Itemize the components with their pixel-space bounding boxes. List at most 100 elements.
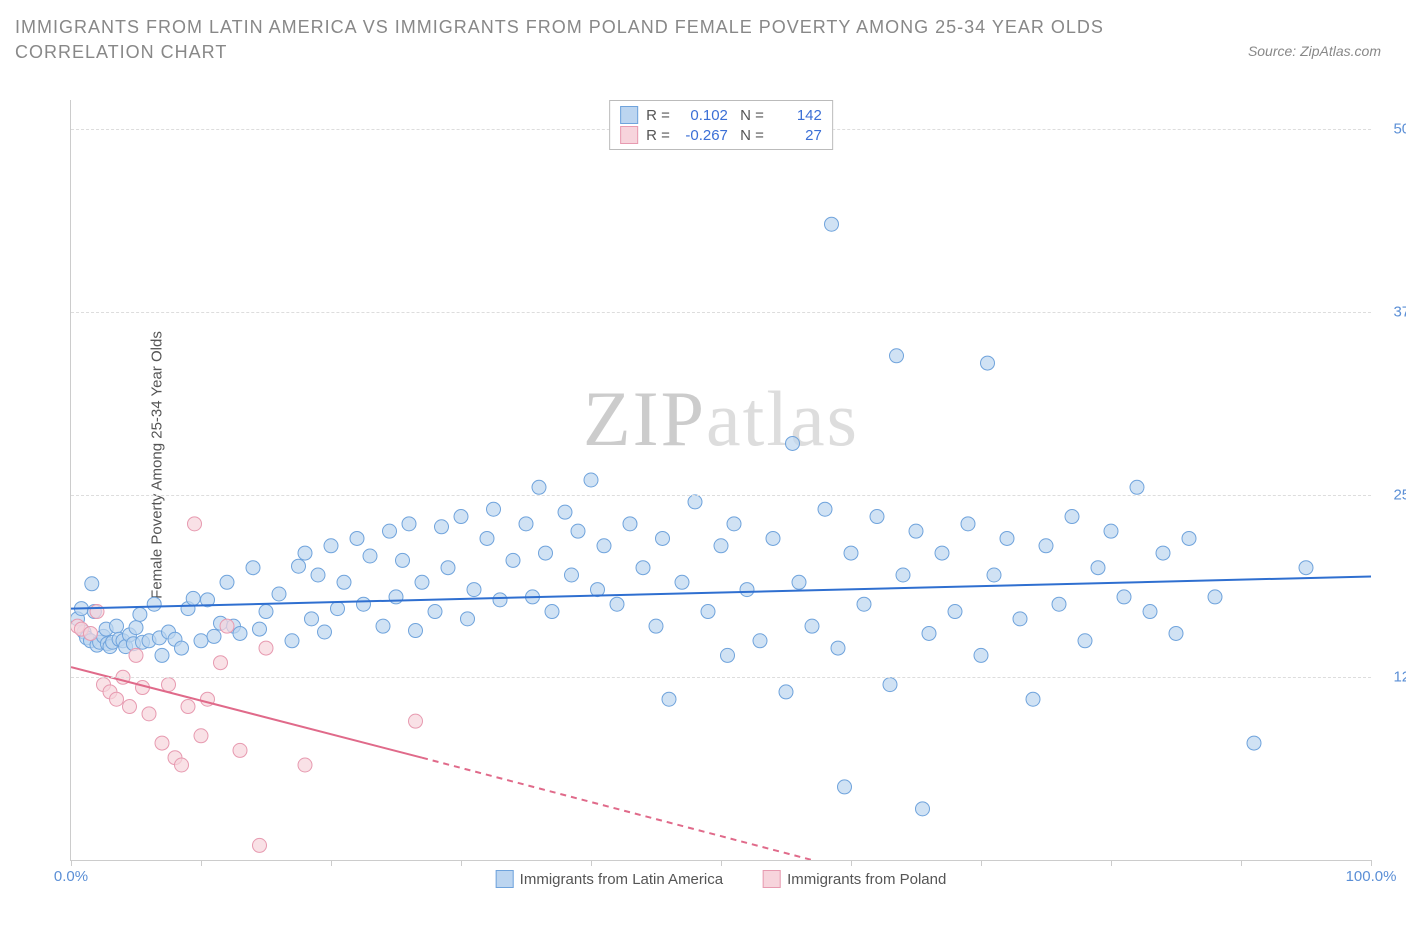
- data-point: [480, 531, 494, 545]
- data-point: [110, 692, 124, 706]
- x-tick: [1111, 860, 1112, 866]
- scatter-svg: [71, 100, 1371, 860]
- data-point: [123, 700, 137, 714]
- x-tick: [851, 860, 852, 866]
- legend-item: Immigrants from Poland: [763, 870, 946, 888]
- data-point: [721, 648, 735, 662]
- data-point: [922, 626, 936, 640]
- data-point: [186, 591, 200, 605]
- data-point: [461, 612, 475, 626]
- stats-legend: R = 0.102 N = 142 R = -0.267 N = 27: [609, 100, 833, 150]
- data-point: [1091, 561, 1105, 575]
- x-tick: [981, 860, 982, 866]
- data-point: [155, 736, 169, 750]
- data-point: [147, 597, 161, 611]
- data-point: [467, 583, 481, 597]
- data-point: [259, 605, 273, 619]
- gridline: [71, 495, 1371, 496]
- data-point: [311, 568, 325, 582]
- data-point: [84, 626, 98, 640]
- data-point: [506, 553, 520, 567]
- data-point: [662, 692, 676, 706]
- data-point: [1156, 546, 1170, 560]
- data-point: [402, 517, 416, 531]
- data-point: [331, 602, 345, 616]
- data-point: [1130, 480, 1144, 494]
- data-point: [792, 575, 806, 589]
- x-tick: [1371, 860, 1372, 866]
- data-point: [519, 517, 533, 531]
- data-point: [565, 568, 579, 582]
- data-point: [454, 510, 468, 524]
- data-point: [838, 780, 852, 794]
- data-point: [129, 621, 143, 635]
- data-point: [584, 473, 598, 487]
- data-point: [779, 685, 793, 699]
- data-point: [220, 619, 234, 633]
- bottom-legend: Immigrants from Latin America Immigrants…: [496, 870, 947, 888]
- data-point: [987, 568, 1001, 582]
- data-point: [162, 678, 176, 692]
- data-point: [389, 590, 403, 604]
- y-tick-label: 25.0%: [1393, 486, 1406, 503]
- swatch-icon: [763, 870, 781, 888]
- data-point: [409, 714, 423, 728]
- x-tick: [71, 860, 72, 866]
- data-point: [675, 575, 689, 589]
- trend-line: [71, 576, 1371, 608]
- data-point: [175, 641, 189, 655]
- data-point: [487, 502, 501, 516]
- data-point: [805, 619, 819, 633]
- data-point: [740, 583, 754, 597]
- data-point: [181, 700, 195, 714]
- data-point: [493, 593, 507, 607]
- data-point: [883, 678, 897, 692]
- data-point: [1078, 634, 1092, 648]
- data-point: [890, 349, 904, 363]
- x-tick: [461, 860, 462, 866]
- data-point: [1104, 524, 1118, 538]
- data-point: [656, 531, 670, 545]
- data-point: [435, 520, 449, 534]
- data-point: [545, 605, 559, 619]
- data-point: [532, 480, 546, 494]
- data-point: [233, 743, 247, 757]
- stats-row: R = 0.102 N = 142: [620, 105, 822, 125]
- y-tick-label: 12.5%: [1393, 669, 1406, 686]
- data-point: [916, 802, 930, 816]
- data-point: [175, 758, 189, 772]
- data-point: [961, 517, 975, 531]
- data-point: [727, 517, 741, 531]
- data-point: [155, 648, 169, 662]
- chart-container: IMMIGRANTS FROM LATIN AMERICA VS IMMIGRA…: [15, 15, 1391, 915]
- data-point: [1026, 692, 1040, 706]
- data-point: [298, 546, 312, 560]
- data-point: [396, 553, 410, 567]
- data-point: [285, 634, 299, 648]
- x-tick-label: 100.0%: [1346, 868, 1397, 885]
- data-point: [194, 729, 208, 743]
- data-point: [194, 634, 208, 648]
- data-point: [188, 517, 202, 531]
- data-point: [1065, 510, 1079, 524]
- data-point: [1143, 605, 1157, 619]
- data-point: [766, 531, 780, 545]
- gridline: [71, 312, 1371, 313]
- data-point: [85, 577, 99, 591]
- data-point: [714, 539, 728, 553]
- y-tick-label: 50.0%: [1393, 121, 1406, 138]
- stats-row: R = -0.267 N = 27: [620, 125, 822, 145]
- data-point: [597, 539, 611, 553]
- trend-line: [71, 667, 422, 758]
- data-point: [818, 502, 832, 516]
- data-point: [1247, 736, 1261, 750]
- source-label: Source: ZipAtlas.com: [1248, 43, 1381, 59]
- legend-item: Immigrants from Latin America: [496, 870, 723, 888]
- data-point: [1052, 597, 1066, 611]
- data-point: [1013, 612, 1027, 626]
- data-point: [701, 605, 715, 619]
- data-point: [110, 619, 124, 633]
- data-point: [1299, 561, 1313, 575]
- data-point: [948, 605, 962, 619]
- data-point: [1182, 531, 1196, 545]
